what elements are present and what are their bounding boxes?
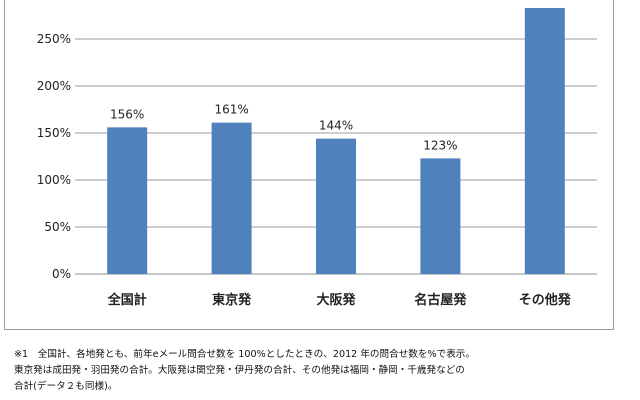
bar xyxy=(316,138,356,274)
data-label: 144% xyxy=(319,119,353,133)
y-tick-label: 200% xyxy=(37,79,71,93)
x-tick-label: 大阪発 xyxy=(316,292,356,308)
y-tick-label: 0% xyxy=(52,267,71,281)
y-tick-label: 250% xyxy=(37,32,71,46)
y-tick-label: 100% xyxy=(37,173,71,187)
bar xyxy=(107,127,148,274)
note-line-1: ※1 全国計、各地発とも、前年eメール問合せ数を 100%としたときの、2012… xyxy=(14,349,475,360)
note-line-2: 東京発は成田発・羽田発の合計。大阪発は関空発・伊丹発の合計、その他発は福岡・静岡… xyxy=(14,365,465,376)
chart-notes: ※1 全国計、各地発とも、前年eメール問合せ数を 100%としたときの、2012… xyxy=(14,347,634,395)
y-tick-label: 150% xyxy=(37,126,71,140)
x-tick-label: 東京発 xyxy=(212,292,252,308)
x-tick-label: 全国計 xyxy=(107,292,147,308)
data-label: 161% xyxy=(214,103,248,117)
note-line-3: 合計(データ２も同様)。 xyxy=(14,381,118,392)
bar xyxy=(211,122,252,274)
chart-frame: 0% 50% 100% 150% 200% 250% 156% 全国計 161% 東京発 144% 大… xyxy=(4,0,614,330)
x-tick-label: その他発 xyxy=(519,292,572,308)
x-tick-label: 名古屋発 xyxy=(414,292,467,308)
bar xyxy=(524,7,565,274)
y-tick-label: 50% xyxy=(44,220,71,234)
bar xyxy=(420,158,461,274)
data-label: 123% xyxy=(423,138,457,152)
data-label: 156% xyxy=(110,107,144,121)
bar-chart: 0% 50% 100% 150% 200% 250% 156% 全国計 161% 東京発 144% 大… xyxy=(37,7,597,308)
